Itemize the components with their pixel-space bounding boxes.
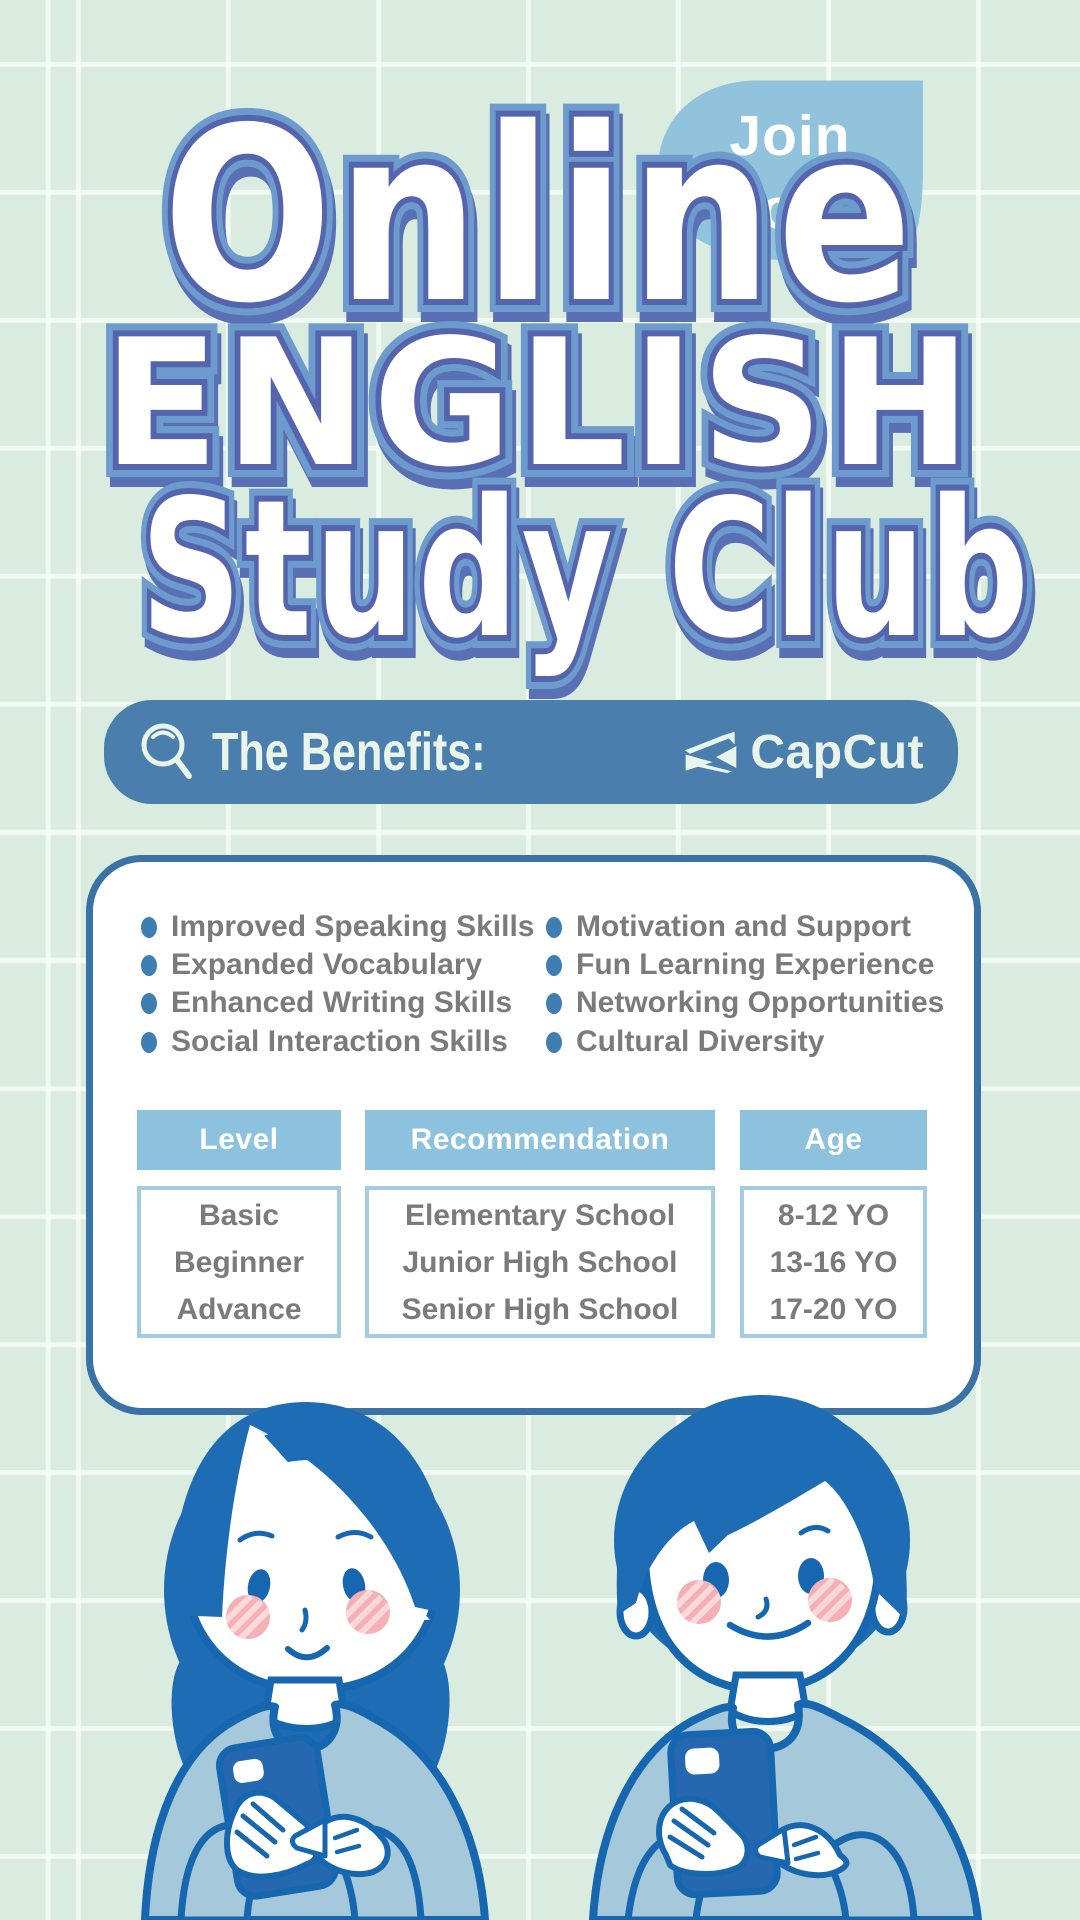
- bullet-icon: [141, 992, 157, 1014]
- benefit-item: Fun Learning Experience: [546, 946, 934, 984]
- bullet-icon: [546, 992, 562, 1014]
- benefit-label: Cultural Diversity: [576, 1025, 825, 1058]
- bullet-icon: [546, 916, 562, 938]
- join-now-badge[interactable]: Join Now!: [655, 76, 925, 264]
- table-row: Senior High School: [401, 1292, 679, 1326]
- benefit-label: Motivation and Support: [576, 910, 911, 943]
- benefit-label: Social Interaction Skills: [171, 1025, 508, 1058]
- speech-blob-icon: [658, 80, 923, 263]
- table-cell-age: 8-12 YO 13-16 YO 17-20 YO: [740, 1186, 927, 1338]
- cheek-left: [677, 1580, 721, 1624]
- benefit-item: Social Interaction Skills: [141, 1023, 508, 1061]
- badge-line2: Now!: [718, 177, 862, 241]
- title-english-text: ENGLISH: [103, 303, 977, 506]
- boy-using-phone-illustration: [589, 1395, 982, 1920]
- benefit-item: Networking Opportunities: [546, 984, 944, 1022]
- benefit-item: Enhanced Writing Skills: [141, 984, 512, 1022]
- cheek-left: [226, 1595, 270, 1639]
- table-row: 13-16 YO: [769, 1245, 898, 1279]
- table-row: Advance: [176, 1292, 302, 1326]
- table-cell-recommendation: Elementary School Junior High School Sen…: [365, 1186, 715, 1338]
- benefit-label: Enhanced Writing Skills: [171, 986, 513, 1019]
- benefit-label: Networking Opportunities: [576, 986, 945, 1019]
- bullet-icon: [141, 916, 157, 938]
- bullet-icon: [141, 1031, 157, 1053]
- girl-using-phone-illustration: [141, 1402, 489, 1920]
- benefit-item: Cultural Diversity: [546, 1023, 824, 1061]
- table-row: Elementary School: [404, 1198, 676, 1232]
- search-icon: [141, 723, 192, 779]
- bullet-icon: [546, 1031, 562, 1053]
- benefit-label: Improved Speaking Skills: [171, 910, 535, 943]
- table-header-age: Age: [740, 1110, 927, 1170]
- benefits-banner: The Benefits: CapCut: [104, 700, 958, 804]
- table-row: Beginner: [173, 1245, 305, 1279]
- title-study-club-text: Study Club: [140, 459, 1032, 680]
- benefit-item: Motivation and Support: [546, 908, 911, 946]
- benefit-label: Expanded Vocabulary: [171, 948, 483, 981]
- capcut-logo-icon: [685, 731, 737, 774]
- table-row: Junior High School: [402, 1245, 678, 1279]
- cheek-right: [808, 1578, 852, 1622]
- table-header-recommendation: Recommendation: [365, 1110, 715, 1170]
- capcut-brand-label: CapCut: [750, 725, 924, 779]
- table-header-level: Level: [137, 1110, 341, 1170]
- benefit-label: Fun Learning Experience: [576, 948, 935, 981]
- bullet-icon: [141, 954, 157, 976]
- title-online-text: Online: [162, 76, 918, 356]
- benefits-banner-label: The Benefits:: [212, 722, 486, 782]
- cheek-right: [346, 1590, 390, 1634]
- table-row: Basic: [198, 1198, 280, 1232]
- table-cell-level: Basic Beginner Advance: [137, 1186, 341, 1338]
- bullet-icon: [546, 954, 562, 976]
- table-row: 8-12 YO: [777, 1198, 890, 1232]
- badge-line1: Join: [729, 104, 851, 169]
- benefit-item: Expanded Vocabulary: [141, 946, 482, 984]
- benefit-item: Improved Speaking Skills: [141, 908, 534, 946]
- table-row: 17-20 YO: [769, 1292, 898, 1326]
